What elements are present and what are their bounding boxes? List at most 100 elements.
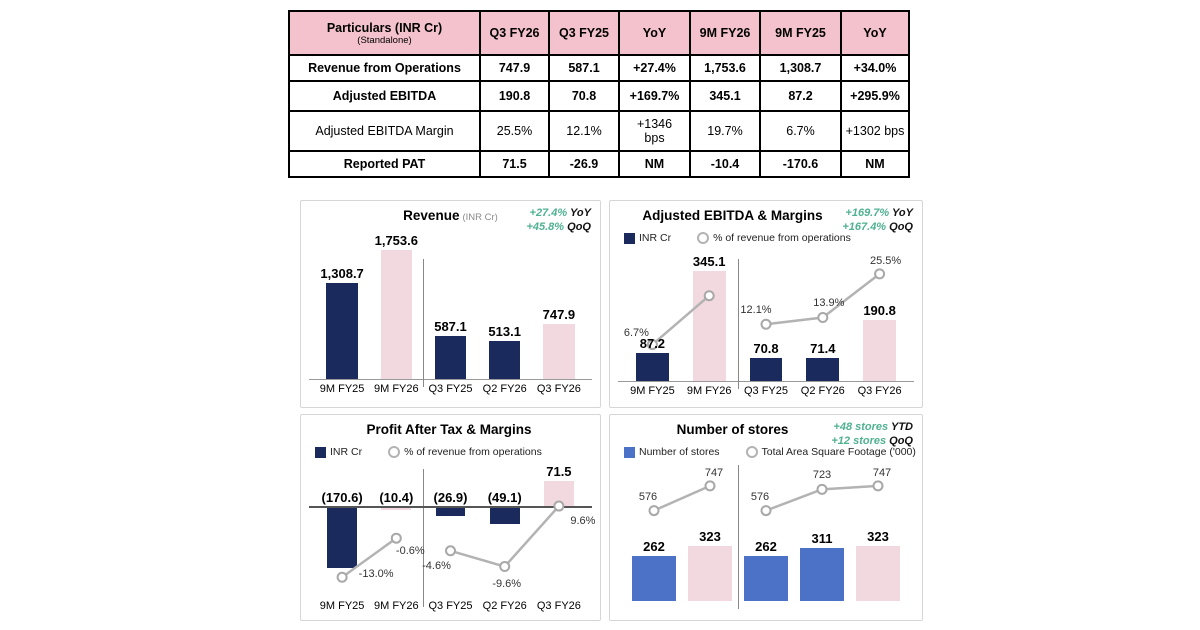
- bar-q3-fy25: [743, 556, 789, 601]
- legend-label: INR Cr: [639, 232, 672, 244]
- bar-9m-fy26: [692, 271, 726, 381]
- line-marker: [390, 532, 402, 544]
- bar-9m-fy25: [326, 283, 358, 379]
- table-cell: -10.4: [689, 150, 761, 178]
- row-label: Adjusted EBITDA: [288, 80, 481, 112]
- revenue-plot-area: 1,308.7 9M FY25 1,753.6 9M FY26 587.1 Q3 FY25…: [301, 201, 600, 407]
- pat-chart-panel: Profit After Tax & Margins INR Cr % of re…: [300, 414, 601, 621]
- line-marker: [445, 545, 456, 557]
- line-marker: [336, 571, 348, 583]
- table-cell: +34.0%: [840, 54, 910, 82]
- chart-title-text: Revenue: [403, 208, 460, 223]
- table-cell: 747.9: [479, 54, 550, 82]
- line-series: [648, 480, 884, 517]
- blue-square-icon: [624, 446, 635, 458]
- line-value-label: 6.7%: [623, 326, 649, 339]
- bar-value-label: (26.9): [433, 489, 468, 505]
- table-header-row: Particulars (INR Cr) (Standalone) Q3 FY26 Q…: [288, 10, 910, 56]
- category-label: 9M FY26: [686, 385, 732, 397]
- chart-legend: Number of stores Total Area Square Footag…: [610, 446, 922, 458]
- pat-plot-area: (170.6) 9M FY25 (10.4) 9M FY26 (26.9) Q3 FY25…: [301, 415, 600, 620]
- column-header: Q3 FY25: [548, 10, 620, 56]
- line-marker: [553, 500, 565, 512]
- table-corner-header: Particulars (INR Cr) (Standalone): [288, 10, 481, 56]
- growth-badge: +27.4% YoY: [526, 206, 591, 220]
- category-label: 9M FY25: [319, 383, 365, 395]
- table-cell: NM: [840, 150, 910, 178]
- growth-period: YTD: [891, 421, 913, 433]
- bar-value-label: 190.8: [863, 303, 896, 319]
- line-value-label: -0.6%: [395, 545, 425, 558]
- legend-label: Number of stores: [639, 446, 720, 458]
- growth-annotations: +169.7% YoY +167.4% QoQ: [842, 206, 913, 234]
- line-marker: [646, 339, 658, 351]
- line-marker: [817, 311, 829, 323]
- category-label: Q2 FY26: [482, 600, 527, 612]
- zero-line: [309, 505, 592, 508]
- bar-value-label: 513.1: [488, 324, 521, 340]
- line-value-label: 576: [638, 490, 658, 503]
- table-cell: +169.7%: [618, 80, 691, 112]
- table-corner-title: Particulars (INR Cr): [326, 20, 443, 35]
- chart-legend: INR Cr % of revenue from operations: [610, 232, 922, 244]
- table-row: Revenue from Operations 747.9 587.1 +27.4% 1…: [288, 54, 910, 82]
- row-label: Adjusted EBITDA Margin: [288, 110, 481, 152]
- bar-value-label: 323: [867, 528, 889, 544]
- line-marker: [816, 483, 828, 495]
- row-label: Revenue from Operations: [288, 54, 481, 82]
- bar-q3-fy25: [749, 358, 783, 381]
- revenue-chart-title: Revenue (INR Cr): [301, 207, 600, 225]
- row-label: Reported PAT: [288, 150, 481, 178]
- growth-badge: +169.7% YoY: [842, 206, 913, 220]
- table-cell: 19.7%: [689, 110, 761, 152]
- category-label: Q3 FY26: [536, 383, 581, 395]
- bar-value-label: 1,753.6: [374, 233, 418, 249]
- table-cell: 345.1: [689, 80, 761, 112]
- bar-9m-fy26: [380, 250, 412, 379]
- legend-item: Total Area Square Footage ('000): [745, 446, 916, 458]
- line-value-label: -13.0%: [358, 568, 394, 581]
- x-axis-line: [309, 379, 592, 380]
- growth-badge: +48 stores YTD: [831, 420, 913, 434]
- category-label: Q3 FY25: [428, 383, 473, 395]
- growth-period: QoQ: [567, 221, 591, 233]
- column-header: 9M FY25: [759, 10, 842, 56]
- group-divider: [738, 465, 739, 609]
- table-cell: +1346 bps: [618, 110, 691, 152]
- column-header: 9M FY26: [689, 10, 761, 56]
- line-value-label: 13.9%: [813, 297, 845, 310]
- bar-value-label: 1,308.7: [320, 266, 364, 282]
- bar-value-label: (170.6): [321, 489, 363, 505]
- category-label: Q3 FY25: [428, 600, 473, 612]
- table-cell: +295.9%: [840, 80, 910, 112]
- bar-value-label: 262: [643, 539, 665, 555]
- group-divider: [423, 469, 425, 607]
- financials-table: Particulars (INR Cr) (Standalone) Q3 FY26 Q…: [288, 10, 910, 178]
- bar-value-label: (49.1): [487, 489, 522, 505]
- table-cell: 70.8: [548, 80, 620, 112]
- legend-label: Total Area Square Footage ('000): [761, 446, 916, 458]
- bar-value-label: 323: [699, 528, 721, 544]
- legend-item: INR Cr: [315, 446, 362, 458]
- group-divider: [423, 259, 425, 387]
- x-axis-line: [618, 381, 914, 382]
- category-label: Q3 FY25: [743, 385, 789, 397]
- table-cell: NM: [618, 150, 691, 178]
- legend-label: % of revenue from operations: [404, 446, 542, 458]
- bar-value-label: 71.4: [810, 341, 836, 357]
- category-label: Q2 FY26: [482, 383, 527, 395]
- bar-9m-fy25: [635, 353, 669, 381]
- growth-annotations: +48 stores YTD +12 stores QoQ: [831, 420, 913, 448]
- stores-chart-panel: Number of stores +48 stores YTD +12 store…: [609, 414, 923, 621]
- table-corner-subtitle: (Standalone): [357, 34, 412, 46]
- line-segment: [450, 505, 560, 568]
- line-value-label: 25.5%: [869, 254, 902, 267]
- bar-value-label: 747.9: [542, 307, 576, 323]
- bar-value-label: 70.8: [753, 341, 779, 357]
- growth-period: QoQ: [889, 221, 913, 233]
- legend-item: % of revenue from operations: [697, 232, 851, 244]
- bar-9m-fy26: [687, 545, 733, 601]
- chart-title-text: Number of stores: [676, 422, 789, 437]
- line-segment: [341, 537, 398, 579]
